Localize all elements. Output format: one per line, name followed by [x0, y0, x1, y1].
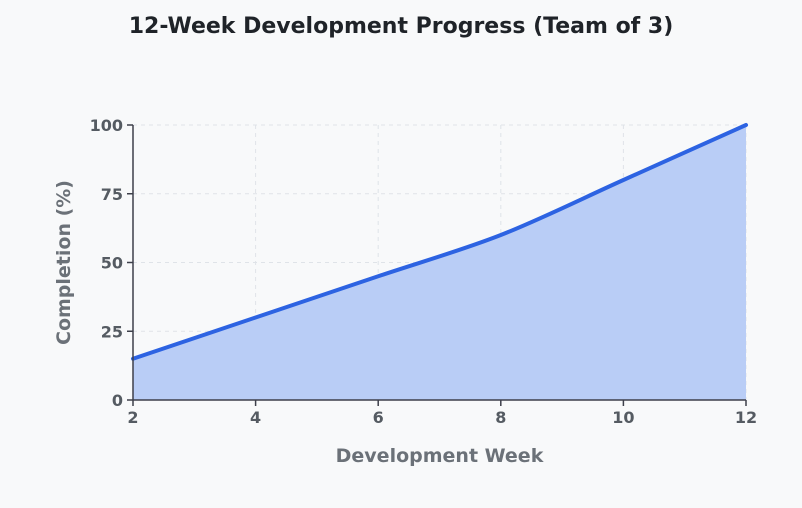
x-tick-label: 2 [127, 408, 138, 427]
y-tick-label: 25 [101, 322, 123, 341]
y-tick-label: 50 [101, 254, 123, 273]
x-tick-label: 4 [250, 408, 261, 427]
y-axis-title: Completion (%) [53, 180, 75, 345]
y-tick-label: 75 [101, 185, 123, 204]
tick-labels: 2 4 6 8 10 12 0 25 50 75 100 [90, 116, 758, 427]
area-fill [133, 125, 746, 400]
series-line [131, 123, 748, 361]
x-tick-label: 6 [373, 408, 384, 427]
y-tick-label: 0 [112, 391, 123, 410]
y-tick-label: 100 [90, 116, 123, 135]
x-axis-title: Development Week [336, 445, 544, 467]
chart-title: 12-Week Development Progress (Team of 3) [128, 14, 674, 39]
x-tick-label: 12 [735, 408, 757, 427]
x-tick-label: 10 [612, 408, 634, 427]
x-tick-label: 8 [495, 408, 506, 427]
